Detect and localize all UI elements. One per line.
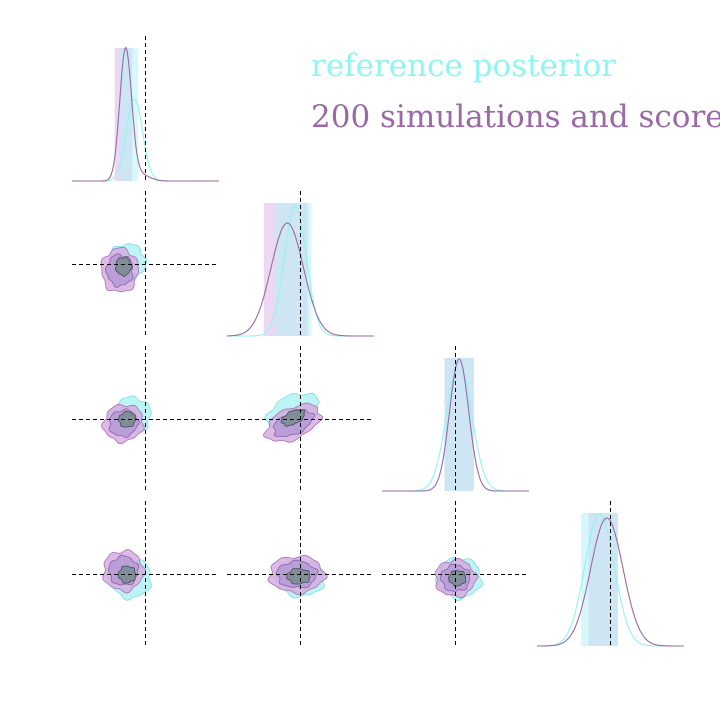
contour-core: [118, 410, 137, 428]
pair-panel-2-1: [72, 191, 219, 338]
marginal-panel-3: [382, 346, 529, 493]
contour-core: [117, 565, 136, 584]
hpd-band-reference: [274, 203, 312, 336]
hpd-band-reference: [444, 358, 474, 491]
contour-core: [286, 568, 311, 585]
legend-sbi-label: 200 simulations and score: [311, 99, 720, 135]
pair-panel-4-3: [382, 501, 529, 648]
pair-panel-3-1: [72, 346, 219, 493]
density-curve-reference: [72, 98, 219, 182]
pair-panel-4-2: [227, 501, 374, 648]
corner-panels: [72, 36, 684, 648]
density-curve-sbi: [72, 46, 219, 182]
contour-core: [280, 409, 306, 427]
hpd-band-reference: [581, 513, 618, 646]
pair-panel-3-2: [227, 346, 374, 493]
marginal-panel-2: [227, 191, 374, 338]
legend-reference-label: reference posterior: [311, 48, 616, 84]
density-curve-sbi: [537, 517, 684, 647]
marginal-panel-4: [537, 501, 684, 648]
pair-panel-4-1: [72, 501, 219, 648]
marginal-panel-1: [72, 36, 219, 183]
contour-core: [114, 256, 133, 278]
